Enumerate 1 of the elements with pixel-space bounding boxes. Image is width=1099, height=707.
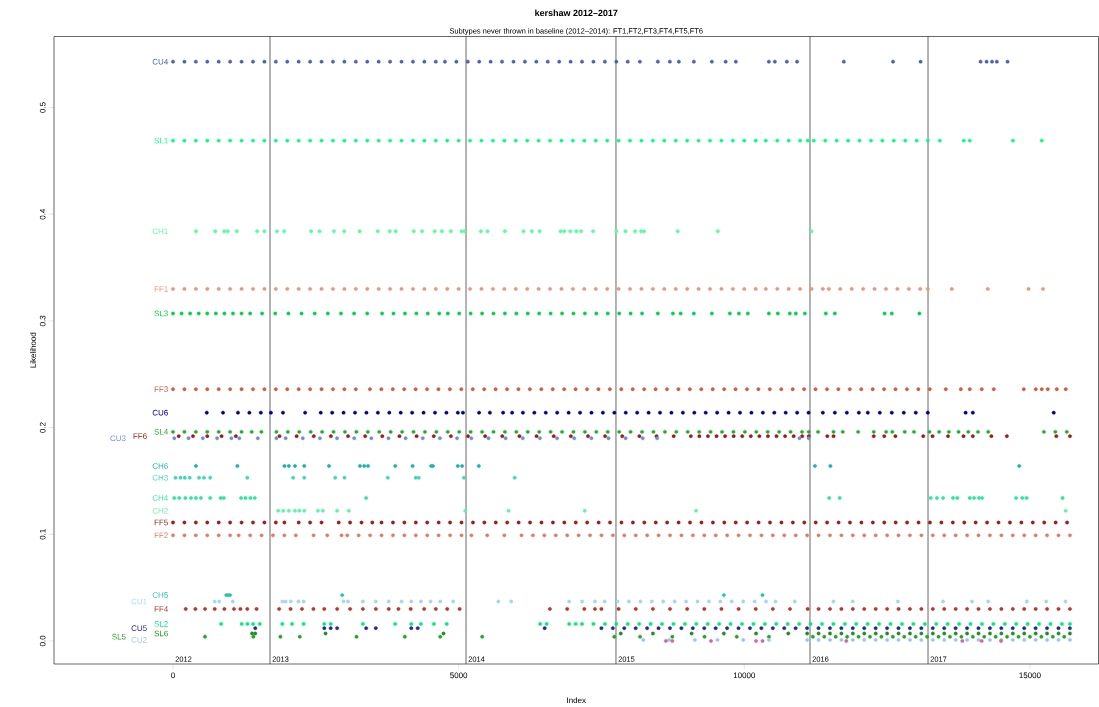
- chart-title: kershaw 2012–2017: [535, 9, 618, 17]
